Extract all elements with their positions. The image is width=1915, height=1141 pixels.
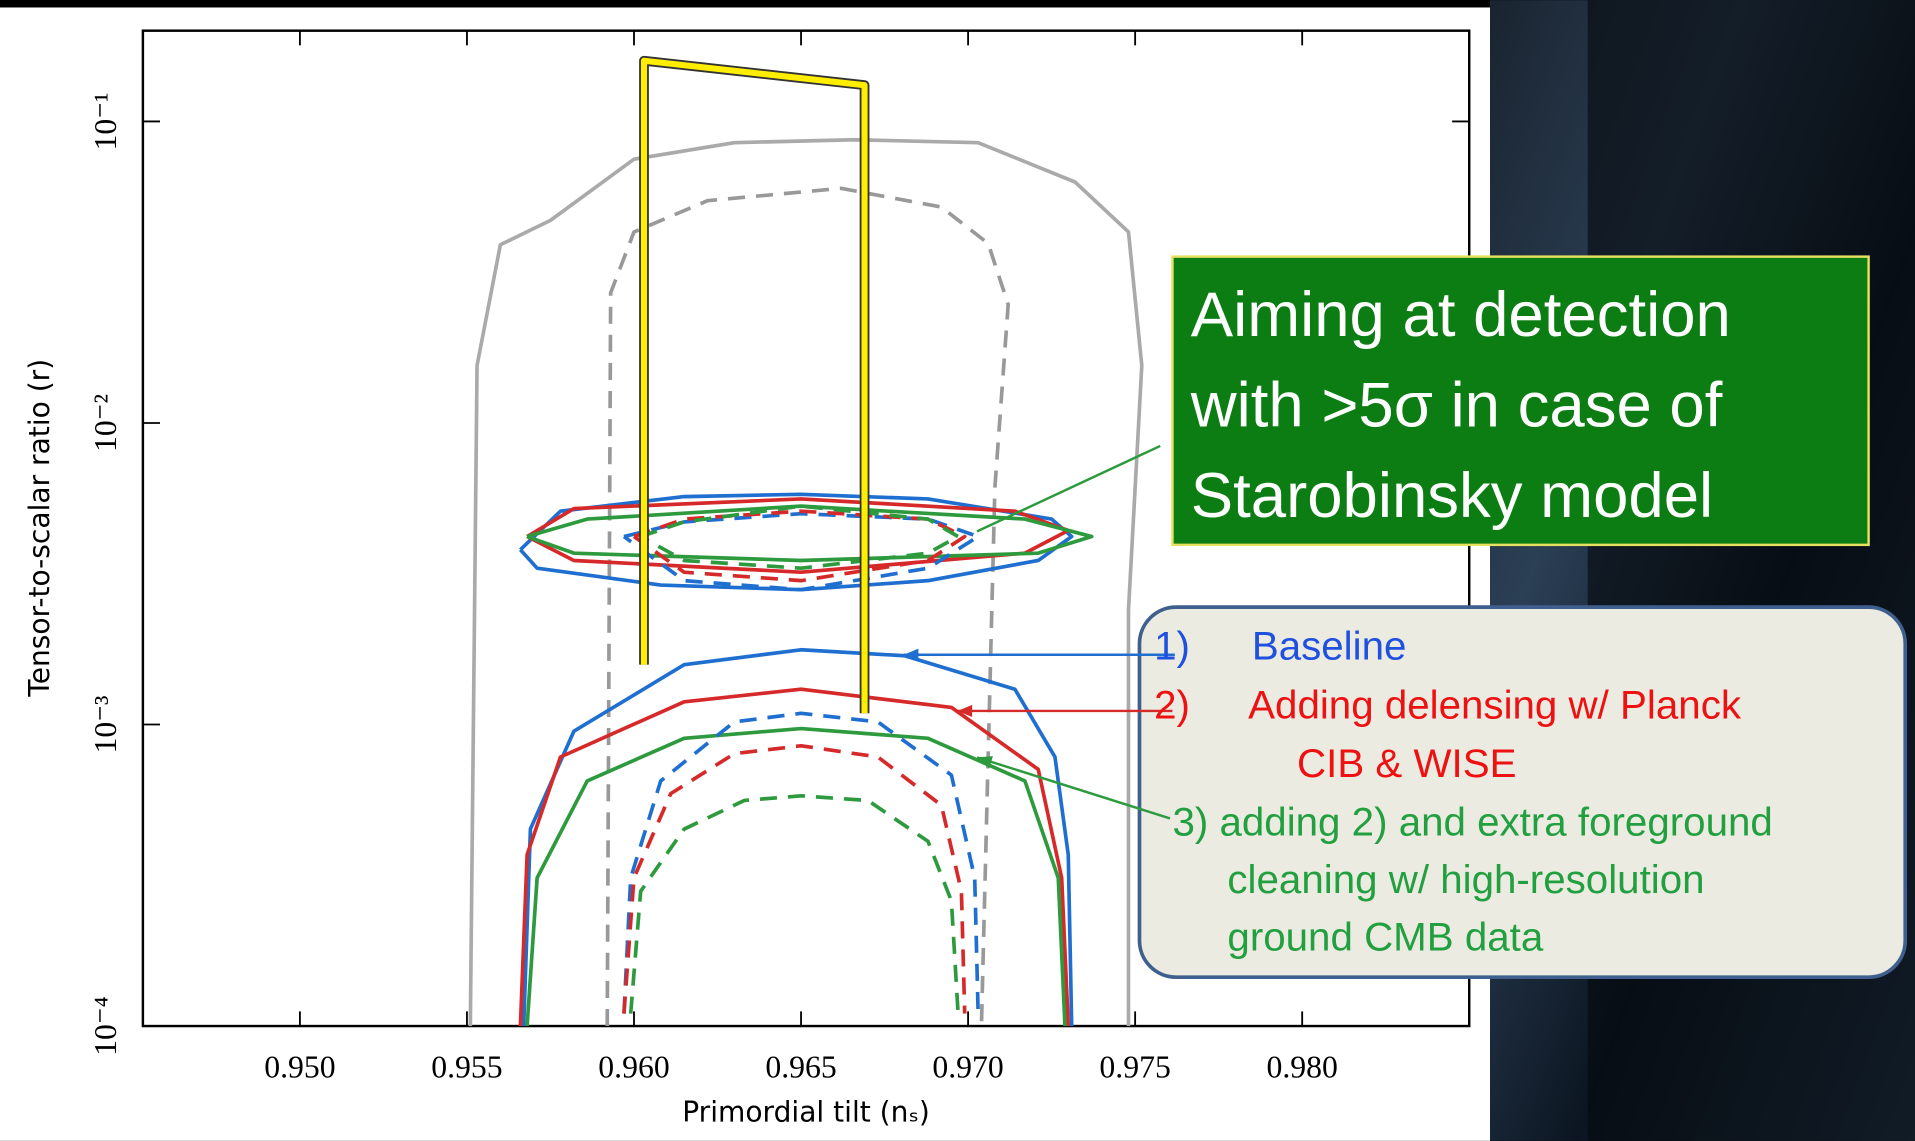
y-axis-label: Tensor-to-scalar ratio (r) [23, 359, 56, 698]
callout-line: with >5σ in case of [1190, 370, 1723, 440]
legend-text: CIB & WISE [1297, 741, 1516, 786]
y-tick-label: 10⁻¹ [88, 92, 123, 150]
callout-line: Starobinsky model [1191, 461, 1713, 531]
legend-text: ground CMB data [1227, 914, 1543, 959]
x-tick-label: 0.980 [1266, 1049, 1337, 1084]
x-axis-label: Primordial tilt (nₛ) [682, 1095, 930, 1128]
y-tick-label: 10⁻² [88, 394, 123, 452]
y-tick-label: 10⁻⁴ [88, 996, 123, 1056]
legend-text: 2) [1154, 682, 1190, 727]
slide: 0.950 0.955 0.960 0.965 0.970 0.975 0.980 10⁻⁴ 1… [0, 0, 1915, 1141]
x-tick-label: 0.975 [1099, 1049, 1170, 1084]
page: {"chart_data": { "type": "line", "xlabel… [0, 0, 1915, 1141]
legend-text: 3) adding 2) and extra foreground [1172, 800, 1772, 845]
x-tick-label: 0.950 [264, 1049, 335, 1084]
legend-text: cleaning w/ high-resolution [1227, 857, 1704, 902]
legend-text: 1) [1154, 624, 1190, 669]
legend-text: Adding delensing w/ Planck [1248, 682, 1742, 727]
y-tick-label: 10⁻³ [88, 695, 123, 753]
legend-text: Baseline [1252, 624, 1407, 669]
x-tick-label: 0.955 [431, 1049, 502, 1084]
x-tick-label: 0.960 [598, 1049, 669, 1084]
x-tick-label: 0.965 [765, 1049, 836, 1084]
x-tick-label: 0.970 [932, 1049, 1003, 1084]
callout-text: Aiming at detection with >5σ in case of St… [1190, 280, 1731, 531]
callout-line: Aiming at detection [1191, 280, 1731, 350]
